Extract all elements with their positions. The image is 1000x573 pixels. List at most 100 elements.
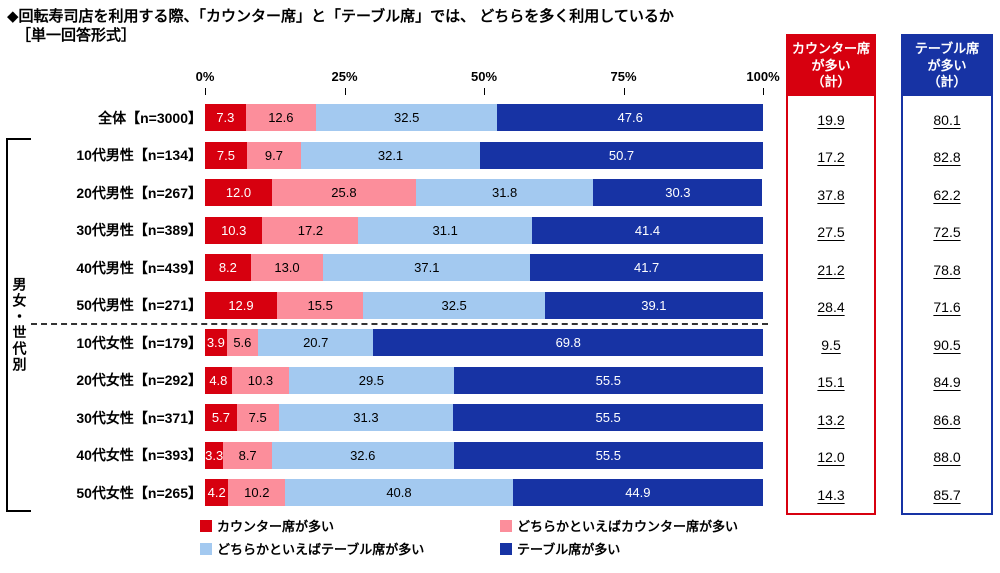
summary-value-table-text: 62.2: [933, 186, 961, 203]
bar-value: 3.3: [205, 447, 224, 463]
bar-value: 7.5: [216, 147, 235, 163]
summary-value-table-text: 71.6: [933, 299, 961, 316]
summary-column-table: テーブル席 が多い （計） 80.1 82.8 62.2 72.5 78.8 71.6 90…: [901, 34, 993, 515]
row-label: 20代女性【n=292】: [76, 372, 202, 389]
bar-value: 10.2: [244, 485, 270, 500]
bar-segment-rather-counter: 10.2: [228, 479, 286, 506]
gender-separator-line: [31, 323, 768, 325]
bar-segment-counter: 4.2: [205, 479, 229, 506]
summary-value-table: 82.8: [903, 139, 991, 177]
bar-value: 8.2: [218, 260, 237, 275]
summary-value-table: 86.8: [903, 401, 991, 439]
bar-row: 3.3 8.7 32.6 55.5: [205, 441, 763, 469]
row-label: 30代女性【n=371】: [76, 409, 202, 426]
bar-segment-table: 55.5: [453, 441, 763, 469]
summary-value-counter: 37.8: [788, 176, 874, 214]
bar-value: 41.7: [633, 260, 660, 275]
bar-value: 5.6: [233, 335, 252, 350]
legend-swatch-icon: [200, 519, 212, 532]
bar-row: 12.0 25.8 31.8 30.3: [205, 179, 763, 206]
bar-segment-table: 44.9: [512, 479, 764, 506]
bar-value: 20.7: [303, 335, 329, 350]
bar-segment-counter: 7.3: [205, 104, 246, 131]
bar-row: 4.2 10.2 40.8 44.9: [205, 479, 764, 506]
bar-segment-rather-counter: 9.7: [246, 141, 301, 169]
bar-value: 3.9: [206, 335, 225, 350]
bar-segment-rather-table: 20.7: [257, 329, 374, 356]
summary-value-counter-text: 19.9: [817, 111, 845, 128]
legend-label: どちらかといえばテーブル席が多い: [217, 542, 425, 557]
bar-value: 69.8: [555, 335, 581, 350]
group-bracket: 男女・世代別: [6, 138, 31, 512]
bar-value: 40.8: [386, 485, 412, 500]
bar-value: 12.9: [228, 297, 254, 313]
bar-segment-rather-table: 32.6: [271, 441, 454, 469]
bar-segment-table: 47.6: [497, 104, 763, 131]
x-axis-tick-label: 0%: [195, 69, 215, 84]
bar-value: 15.5: [307, 297, 333, 313]
bar-segment-table: 30.3: [593, 179, 763, 206]
bar-value: 4.2: [207, 485, 226, 500]
summary-value-table-text: 72.5: [933, 224, 961, 241]
bar-row: 7.5 9.7 32.1 50.7: [205, 141, 763, 169]
summary-value-table-text: 78.8: [933, 261, 961, 278]
summary-value-counter: 19.9: [788, 101, 874, 139]
summary-value-table: 88.0: [903, 439, 991, 477]
summary-value-counter-text: 13.2: [817, 411, 845, 428]
summary-header-table: テーブル席 が多い （計）: [903, 36, 991, 96]
bar-segment-rather-counter: 25.8: [271, 179, 416, 206]
bar-value: 32.6: [350, 447, 376, 463]
row-label: 50代女性【n=265】: [76, 484, 202, 501]
x-axis-tick-label: 100%: [746, 69, 780, 84]
row-label: 全体【n=3000】: [98, 109, 202, 126]
x-axis-tick-mark: [763, 88, 764, 95]
bar-row: 3.9 5.6 20.7 69.8: [205, 329, 763, 356]
legend-item: テーブル席が多い: [500, 539, 620, 558]
bar-segment-rather-counter: 12.6: [245, 104, 317, 131]
bar-value: 37.1: [414, 260, 440, 275]
row-label: 20代男性【n=267】: [76, 184, 202, 201]
bar-value: 10.3: [247, 372, 274, 388]
summary-header-counter: カウンター席 が多い （計）: [788, 36, 874, 96]
summary-value-counter: 15.1: [788, 364, 874, 402]
bar-segment-counter: 10.3: [205, 216, 263, 244]
chart-subtitle: ［単一回答形式］: [16, 27, 137, 44]
bar-segment-rather-table: 40.8: [285, 479, 513, 506]
summary-value-table: 90.5: [903, 326, 991, 364]
bar-segment-counter: 3.3: [205, 441, 224, 469]
bar-value: 13.0: [274, 260, 300, 275]
summary-value-table: 84.9: [903, 364, 991, 402]
bar-value: 25.8: [331, 185, 357, 200]
bar-value: 31.8: [491, 185, 518, 200]
summary-value-table: 72.5: [903, 214, 991, 252]
bar-segment-counter: 4.8: [205, 366, 232, 394]
bar-segment-rather-table: 32.1: [300, 141, 481, 169]
summary-value-table-text: 80.1: [933, 111, 961, 128]
bar-value: 29.5: [358, 372, 385, 388]
bar-segment-rather-counter: 13.0: [250, 254, 324, 281]
legend-item: どちらかといえばカウンター席が多い: [500, 516, 738, 535]
bar-segment-table: 41.7: [530, 254, 763, 281]
summary-value-counter-text: 21.2: [817, 261, 845, 278]
bar-value: 39.1: [641, 297, 667, 313]
bar-value: 31.1: [432, 222, 458, 238]
bar-value: 32.5: [394, 110, 420, 125]
bar-segment-rather-counter: 17.2: [262, 216, 359, 244]
bar-segment-table: 55.5: [453, 404, 763, 431]
summary-value-counter-text: 28.4: [817, 299, 845, 316]
bar-value: 17.2: [297, 222, 324, 238]
bar-row: 5.7 7.5 31.3 55.5: [205, 404, 763, 431]
bar-value: 31.3: [353, 410, 379, 425]
bar-value: 41.4: [634, 222, 661, 238]
bar-segment-table: 50.7: [480, 141, 763, 169]
bar-row: 8.2 13.0 37.1 41.7: [205, 254, 763, 281]
bar-value: 32.5: [441, 297, 467, 313]
chart-title: ◆回転寿司店を利用する際、「カウンター席」と「テーブル席」では、 どちらを多く利…: [7, 8, 674, 25]
bar-value: 7.5: [248, 410, 267, 425]
bar-segment-rather-counter: 15.5: [276, 291, 364, 319]
bar-value: 47.6: [617, 110, 643, 125]
summary-value-counter-text: 17.2: [817, 149, 845, 166]
summary-value-counter-text: 9.5: [821, 336, 841, 353]
legend-swatch-icon: [500, 542, 512, 555]
bar-segment-rather-table: 31.3: [278, 404, 454, 431]
